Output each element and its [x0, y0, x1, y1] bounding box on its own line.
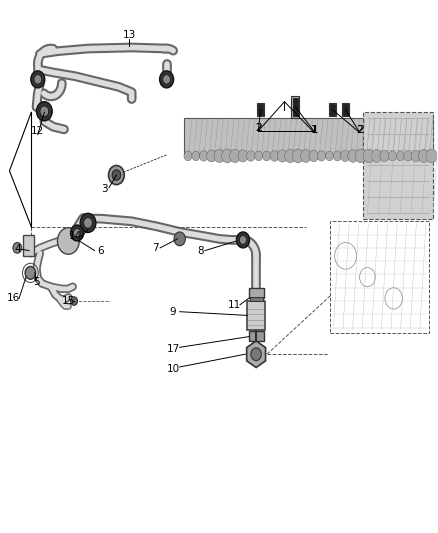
Circle shape — [277, 150, 287, 162]
Circle shape — [363, 149, 374, 163]
Circle shape — [341, 150, 350, 161]
Circle shape — [174, 232, 185, 246]
Circle shape — [230, 149, 240, 163]
Circle shape — [355, 149, 367, 163]
Circle shape — [388, 151, 396, 161]
Bar — [330, 221, 428, 333]
Circle shape — [71, 225, 84, 241]
Text: 17: 17 — [166, 344, 180, 354]
Circle shape — [80, 213, 96, 232]
Circle shape — [13, 243, 21, 253]
Circle shape — [396, 151, 404, 161]
Circle shape — [318, 151, 326, 161]
Circle shape — [300, 149, 311, 163]
Text: 1: 1 — [311, 125, 318, 135]
Polygon shape — [184, 118, 433, 155]
Bar — [363, 112, 433, 219]
Circle shape — [270, 150, 279, 161]
Circle shape — [57, 228, 79, 254]
Bar — [23, 235, 34, 256]
Polygon shape — [247, 341, 265, 368]
Circle shape — [207, 150, 216, 162]
Text: 5: 5 — [33, 278, 40, 287]
Text: 8: 8 — [198, 246, 204, 255]
Text: 9: 9 — [170, 306, 177, 317]
Bar — [330, 104, 335, 115]
Text: 7: 7 — [152, 243, 159, 253]
Circle shape — [34, 75, 42, 84]
Circle shape — [184, 151, 192, 161]
Text: 4: 4 — [14, 245, 21, 254]
Text: 13: 13 — [123, 30, 136, 41]
Bar — [343, 104, 348, 115]
Text: 2: 2 — [356, 125, 363, 135]
Bar — [343, 103, 349, 116]
Text: 15: 15 — [62, 296, 75, 306]
Circle shape — [418, 149, 429, 163]
Circle shape — [333, 151, 342, 161]
Circle shape — [31, 71, 45, 88]
Text: 1: 1 — [312, 125, 318, 135]
Text: 11: 11 — [228, 300, 241, 310]
Bar — [249, 332, 264, 341]
Circle shape — [348, 150, 358, 162]
Circle shape — [109, 165, 124, 184]
Text: 16: 16 — [7, 293, 21, 303]
Circle shape — [40, 106, 49, 117]
Bar — [293, 98, 298, 116]
Circle shape — [251, 348, 261, 361]
Circle shape — [74, 229, 81, 237]
Circle shape — [309, 150, 318, 161]
Text: 2: 2 — [357, 125, 364, 135]
Text: 2: 2 — [255, 123, 261, 133]
Circle shape — [325, 151, 333, 161]
Circle shape — [214, 149, 225, 163]
Circle shape — [411, 150, 420, 161]
Text: 14: 14 — [69, 231, 82, 241]
Circle shape — [255, 151, 263, 161]
Text: 12: 12 — [31, 126, 44, 136]
Text: 10: 10 — [166, 364, 180, 374]
Circle shape — [222, 149, 233, 163]
Text: 3: 3 — [101, 184, 108, 195]
Circle shape — [237, 232, 250, 248]
Circle shape — [192, 151, 200, 161]
Circle shape — [159, 71, 173, 88]
Circle shape — [380, 150, 389, 161]
Circle shape — [292, 149, 304, 163]
Text: 2: 2 — [255, 123, 261, 133]
Bar — [258, 104, 263, 115]
Circle shape — [36, 102, 52, 121]
Circle shape — [247, 151, 255, 161]
Circle shape — [84, 217, 92, 228]
Circle shape — [71, 297, 78, 305]
Circle shape — [285, 149, 296, 163]
Circle shape — [404, 151, 412, 161]
Bar — [250, 297, 263, 301]
Circle shape — [262, 151, 271, 161]
Text: 6: 6 — [97, 246, 103, 255]
Circle shape — [238, 150, 248, 162]
Circle shape — [371, 150, 382, 162]
Circle shape — [199, 151, 208, 161]
Circle shape — [112, 169, 121, 180]
Bar — [257, 103, 264, 116]
Bar — [249, 288, 264, 298]
Bar — [291, 96, 299, 118]
Circle shape — [163, 75, 170, 84]
Circle shape — [25, 266, 35, 279]
Bar — [329, 103, 336, 116]
Bar — [247, 301, 265, 330]
Circle shape — [240, 236, 247, 244]
Circle shape — [426, 149, 437, 163]
